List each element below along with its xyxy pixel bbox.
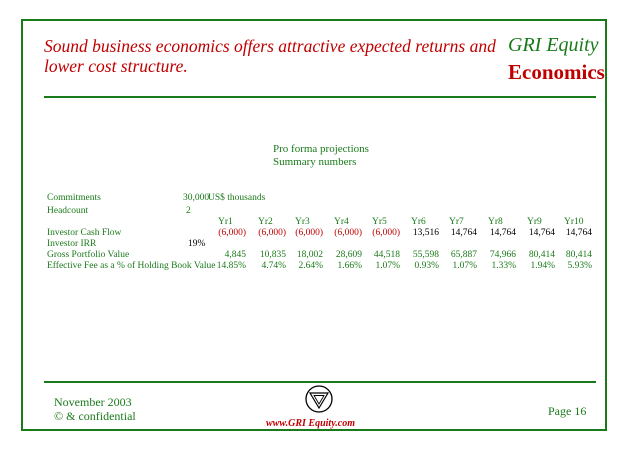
slide-headline: Sound business economics offers attracti… — [44, 36, 496, 76]
commitments-value: 30,000 — [183, 193, 210, 203]
irr-value: 19% — [188, 239, 206, 249]
cash-flow-cell-10: 14,764 — [565, 228, 592, 238]
subtitle-line-1: Pro forma projections — [273, 143, 369, 155]
gpv-label: Gross Portfolio Value — [47, 250, 130, 260]
irr-label: Investor IRR — [47, 239, 97, 249]
year-header-7: Yr7 — [449, 217, 464, 227]
footer-url: www.GRI Equity.com — [266, 418, 355, 429]
gpv-cell-6: 55,598 — [412, 250, 439, 260]
gpv-cell-4: 28,609 — [335, 250, 362, 260]
year-header-1: Yr1 — [218, 217, 233, 227]
fee-cell-9: 1.94% — [530, 261, 555, 271]
cash-flow-cell-5: (6,000) — [372, 228, 400, 238]
year-header-2: Yr2 — [258, 217, 273, 227]
subtitle-line-2: Summary numbers — [273, 156, 357, 168]
headcount-value: 2 — [186, 206, 191, 216]
year-header-4: Yr4 — [334, 217, 349, 227]
fee-cell-1: 14.85% — [216, 261, 246, 271]
headcount-label: Headcount — [47, 206, 89, 216]
gpv-cell-2: 10,835 — [259, 250, 286, 260]
cash-flow-cell-7: 14,764 — [450, 228, 477, 238]
top-divider — [44, 96, 596, 98]
section-title: Economics — [508, 60, 605, 84]
commitments-unit: US$ thousands — [208, 193, 266, 203]
slide-frame — [21, 19, 607, 431]
year-header-6: Yr6 — [411, 217, 426, 227]
cash-flow-cell-8: 14,764 — [489, 228, 516, 238]
fee-cell-7: 1.07% — [452, 261, 477, 271]
year-header-5: Yr5 — [372, 217, 387, 227]
gpv-cell-8: 74,966 — [489, 250, 516, 260]
cash-flow-cell-1: (6,000) — [218, 228, 246, 238]
footer-confidential: © & confidential — [54, 409, 136, 423]
cash-flow-cell-4: (6,000) — [334, 228, 362, 238]
fee-cell-8: 1.33% — [491, 261, 516, 271]
year-header-3: Yr3 — [295, 217, 310, 227]
gpv-cell-7: 65,887 — [450, 250, 477, 260]
gpv-cell-10: 80,414 — [565, 250, 592, 260]
gri-triangle-logo-icon — [305, 385, 333, 413]
bottom-divider — [44, 381, 596, 383]
year-header-8: Yr8 — [488, 217, 503, 227]
cash-flow-cell-9: 14,764 — [528, 228, 555, 238]
cash-flow-cell-6: 13,516 — [412, 228, 439, 238]
gpv-cell-1: 4,845 — [224, 250, 246, 260]
page-number: Page 16 — [548, 404, 587, 418]
fee-cell-3: 2.64% — [298, 261, 323, 271]
gpv-cell-3: 18,002 — [296, 250, 323, 260]
cash-flow-cell-2: (6,000) — [258, 228, 286, 238]
commitments-label: Commitments — [47, 193, 101, 203]
fee-cell-5: 1.07% — [375, 261, 400, 271]
fee-label: Effective Fee as a % of Holding Book Val… — [47, 261, 216, 271]
table-subtitle: Pro forma projections Summary numbers — [273, 143, 369, 169]
brand-name: GRI Equity — [508, 34, 599, 56]
fee-cell-6: 0.93% — [414, 261, 439, 271]
cash-flow-label: Investor Cash Flow — [47, 228, 122, 238]
gpv-cell-9: 80,414 — [528, 250, 555, 260]
year-header-10: Yr10 — [564, 217, 584, 227]
fee-cell-10: 5.93% — [567, 261, 592, 271]
year-header-9: Yr9 — [527, 217, 542, 227]
footer-date: November 2003 — [54, 395, 132, 409]
footer-left: November 2003 © & confidential — [54, 395, 136, 423]
fee-cell-2: 4.74% — [261, 261, 286, 271]
cash-flow-cell-3: (6,000) — [295, 228, 323, 238]
gpv-cell-5: 44,518 — [373, 250, 400, 260]
fee-cell-4: 1.66% — [337, 261, 362, 271]
